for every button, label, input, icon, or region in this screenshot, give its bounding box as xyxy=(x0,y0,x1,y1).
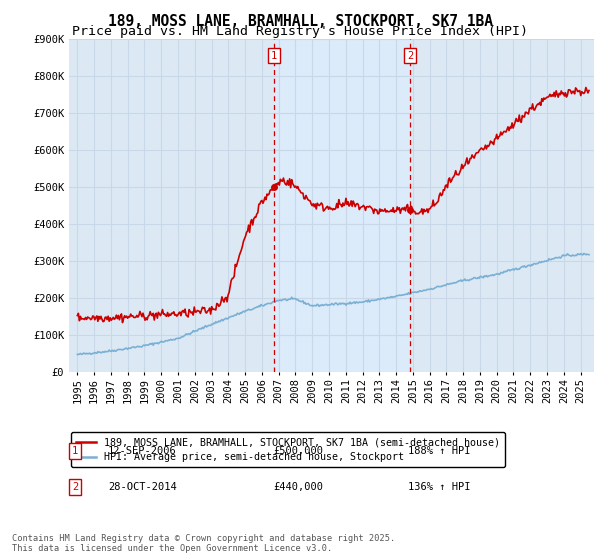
Text: 1: 1 xyxy=(271,51,277,61)
Text: 136% ↑ HPI: 136% ↑ HPI xyxy=(408,482,470,492)
Text: 28-OCT-2014: 28-OCT-2014 xyxy=(108,482,177,492)
Text: Contains HM Land Registry data © Crown copyright and database right 2025.
This d: Contains HM Land Registry data © Crown c… xyxy=(12,534,395,553)
Text: 2: 2 xyxy=(407,51,413,61)
Text: 12-SEP-2006: 12-SEP-2006 xyxy=(108,446,177,456)
Text: £440,000: £440,000 xyxy=(273,482,323,492)
Text: 188% ↑ HPI: 188% ↑ HPI xyxy=(408,446,470,456)
Legend: 189, MOSS LANE, BRAMHALL, STOCKPORT, SK7 1BA (semi-detached house), HPI: Average: 189, MOSS LANE, BRAMHALL, STOCKPORT, SK7… xyxy=(71,432,505,468)
Text: 2: 2 xyxy=(72,482,78,492)
Text: Price paid vs. HM Land Registry's House Price Index (HPI): Price paid vs. HM Land Registry's House … xyxy=(72,25,528,38)
Text: £500,000: £500,000 xyxy=(273,446,323,456)
Bar xyxy=(274,39,410,372)
Text: 1: 1 xyxy=(72,446,78,456)
Text: 189, MOSS LANE, BRAMHALL, STOCKPORT, SK7 1BA: 189, MOSS LANE, BRAMHALL, STOCKPORT, SK7… xyxy=(107,14,493,29)
